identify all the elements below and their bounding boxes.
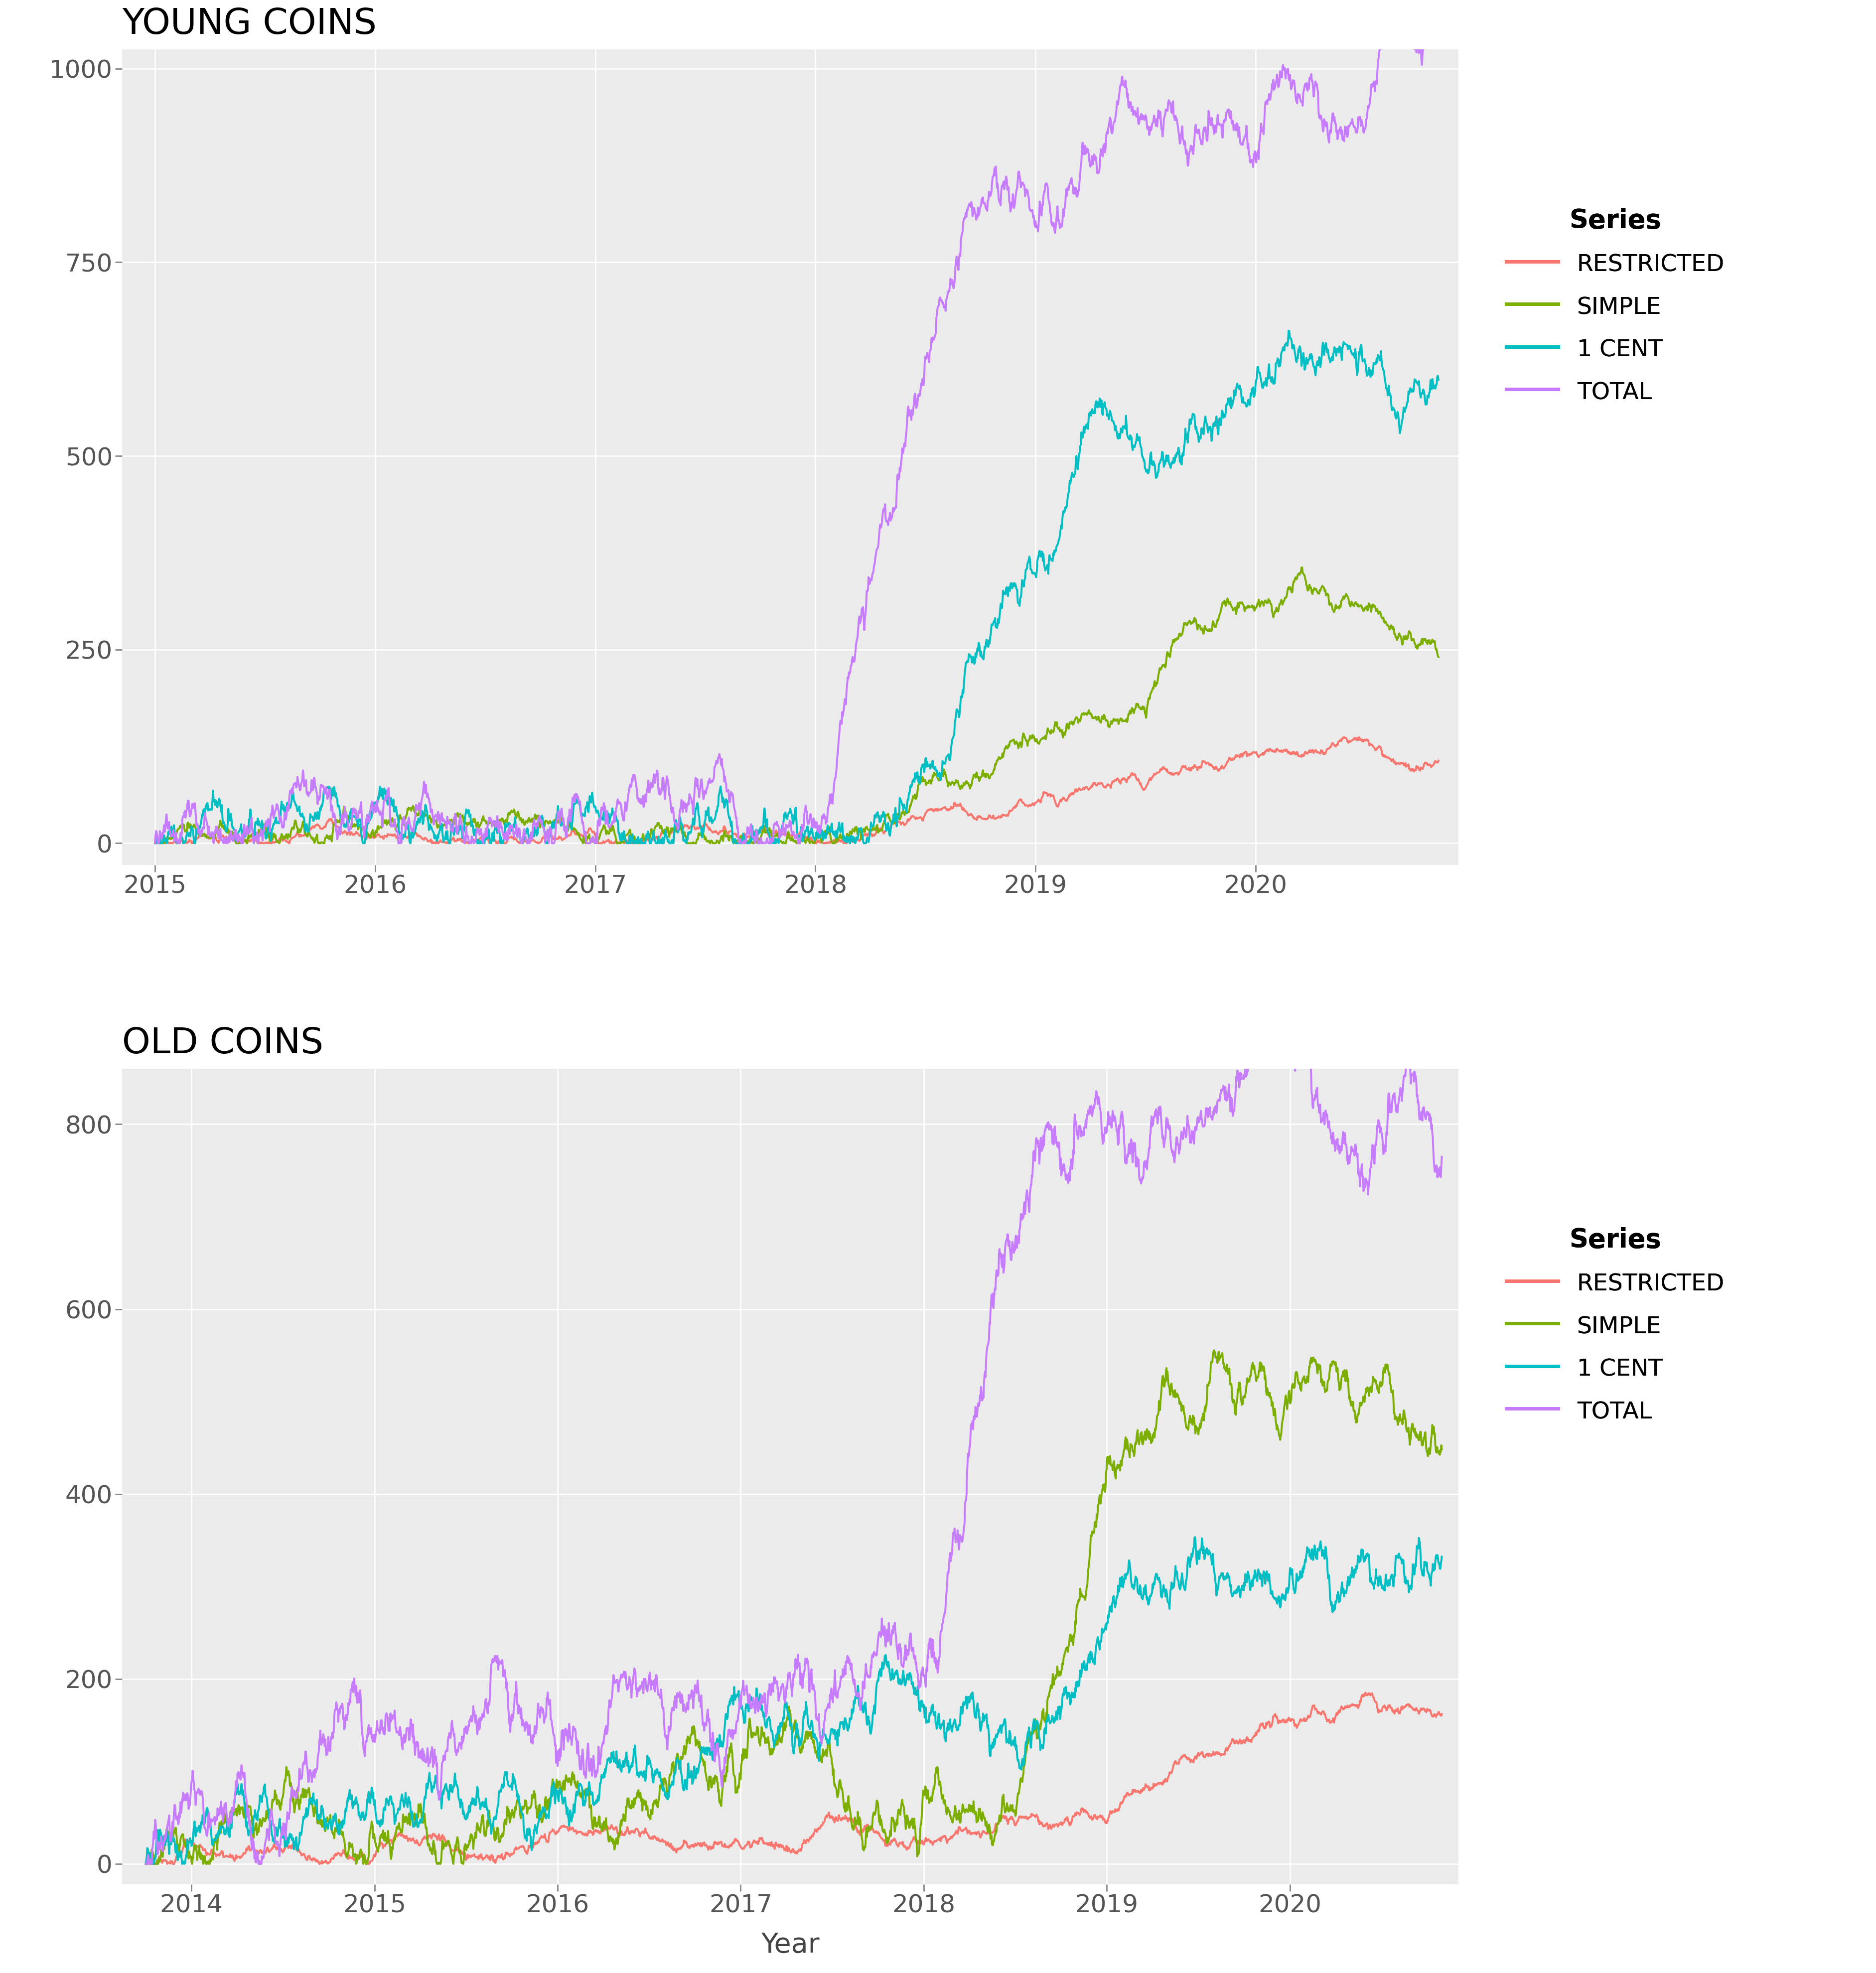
X-axis label: Year: Year — [762, 1932, 820, 1959]
Legend: RESTRICTED, SIMPLE, 1 CENT, TOTAL: RESTRICTED, SIMPLE, 1 CENT, TOTAL — [1506, 1227, 1724, 1425]
Text: OLD COINS: OLD COINS — [122, 1026, 323, 1061]
Legend: RESTRICTED, SIMPLE, 1 CENT, TOTAL: RESTRICTED, SIMPLE, 1 CENT, TOTAL — [1506, 207, 1724, 404]
Text: YOUNG COINS: YOUNG COINS — [122, 8, 377, 41]
